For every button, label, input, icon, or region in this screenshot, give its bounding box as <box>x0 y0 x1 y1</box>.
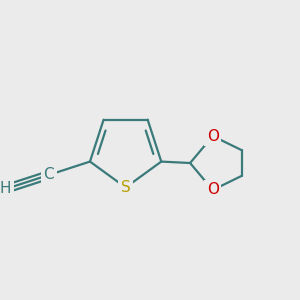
Text: O: O <box>207 182 219 197</box>
Text: C: C <box>44 167 54 182</box>
Text: S: S <box>121 180 130 195</box>
Text: O: O <box>207 129 219 144</box>
Text: H: H <box>0 181 11 196</box>
